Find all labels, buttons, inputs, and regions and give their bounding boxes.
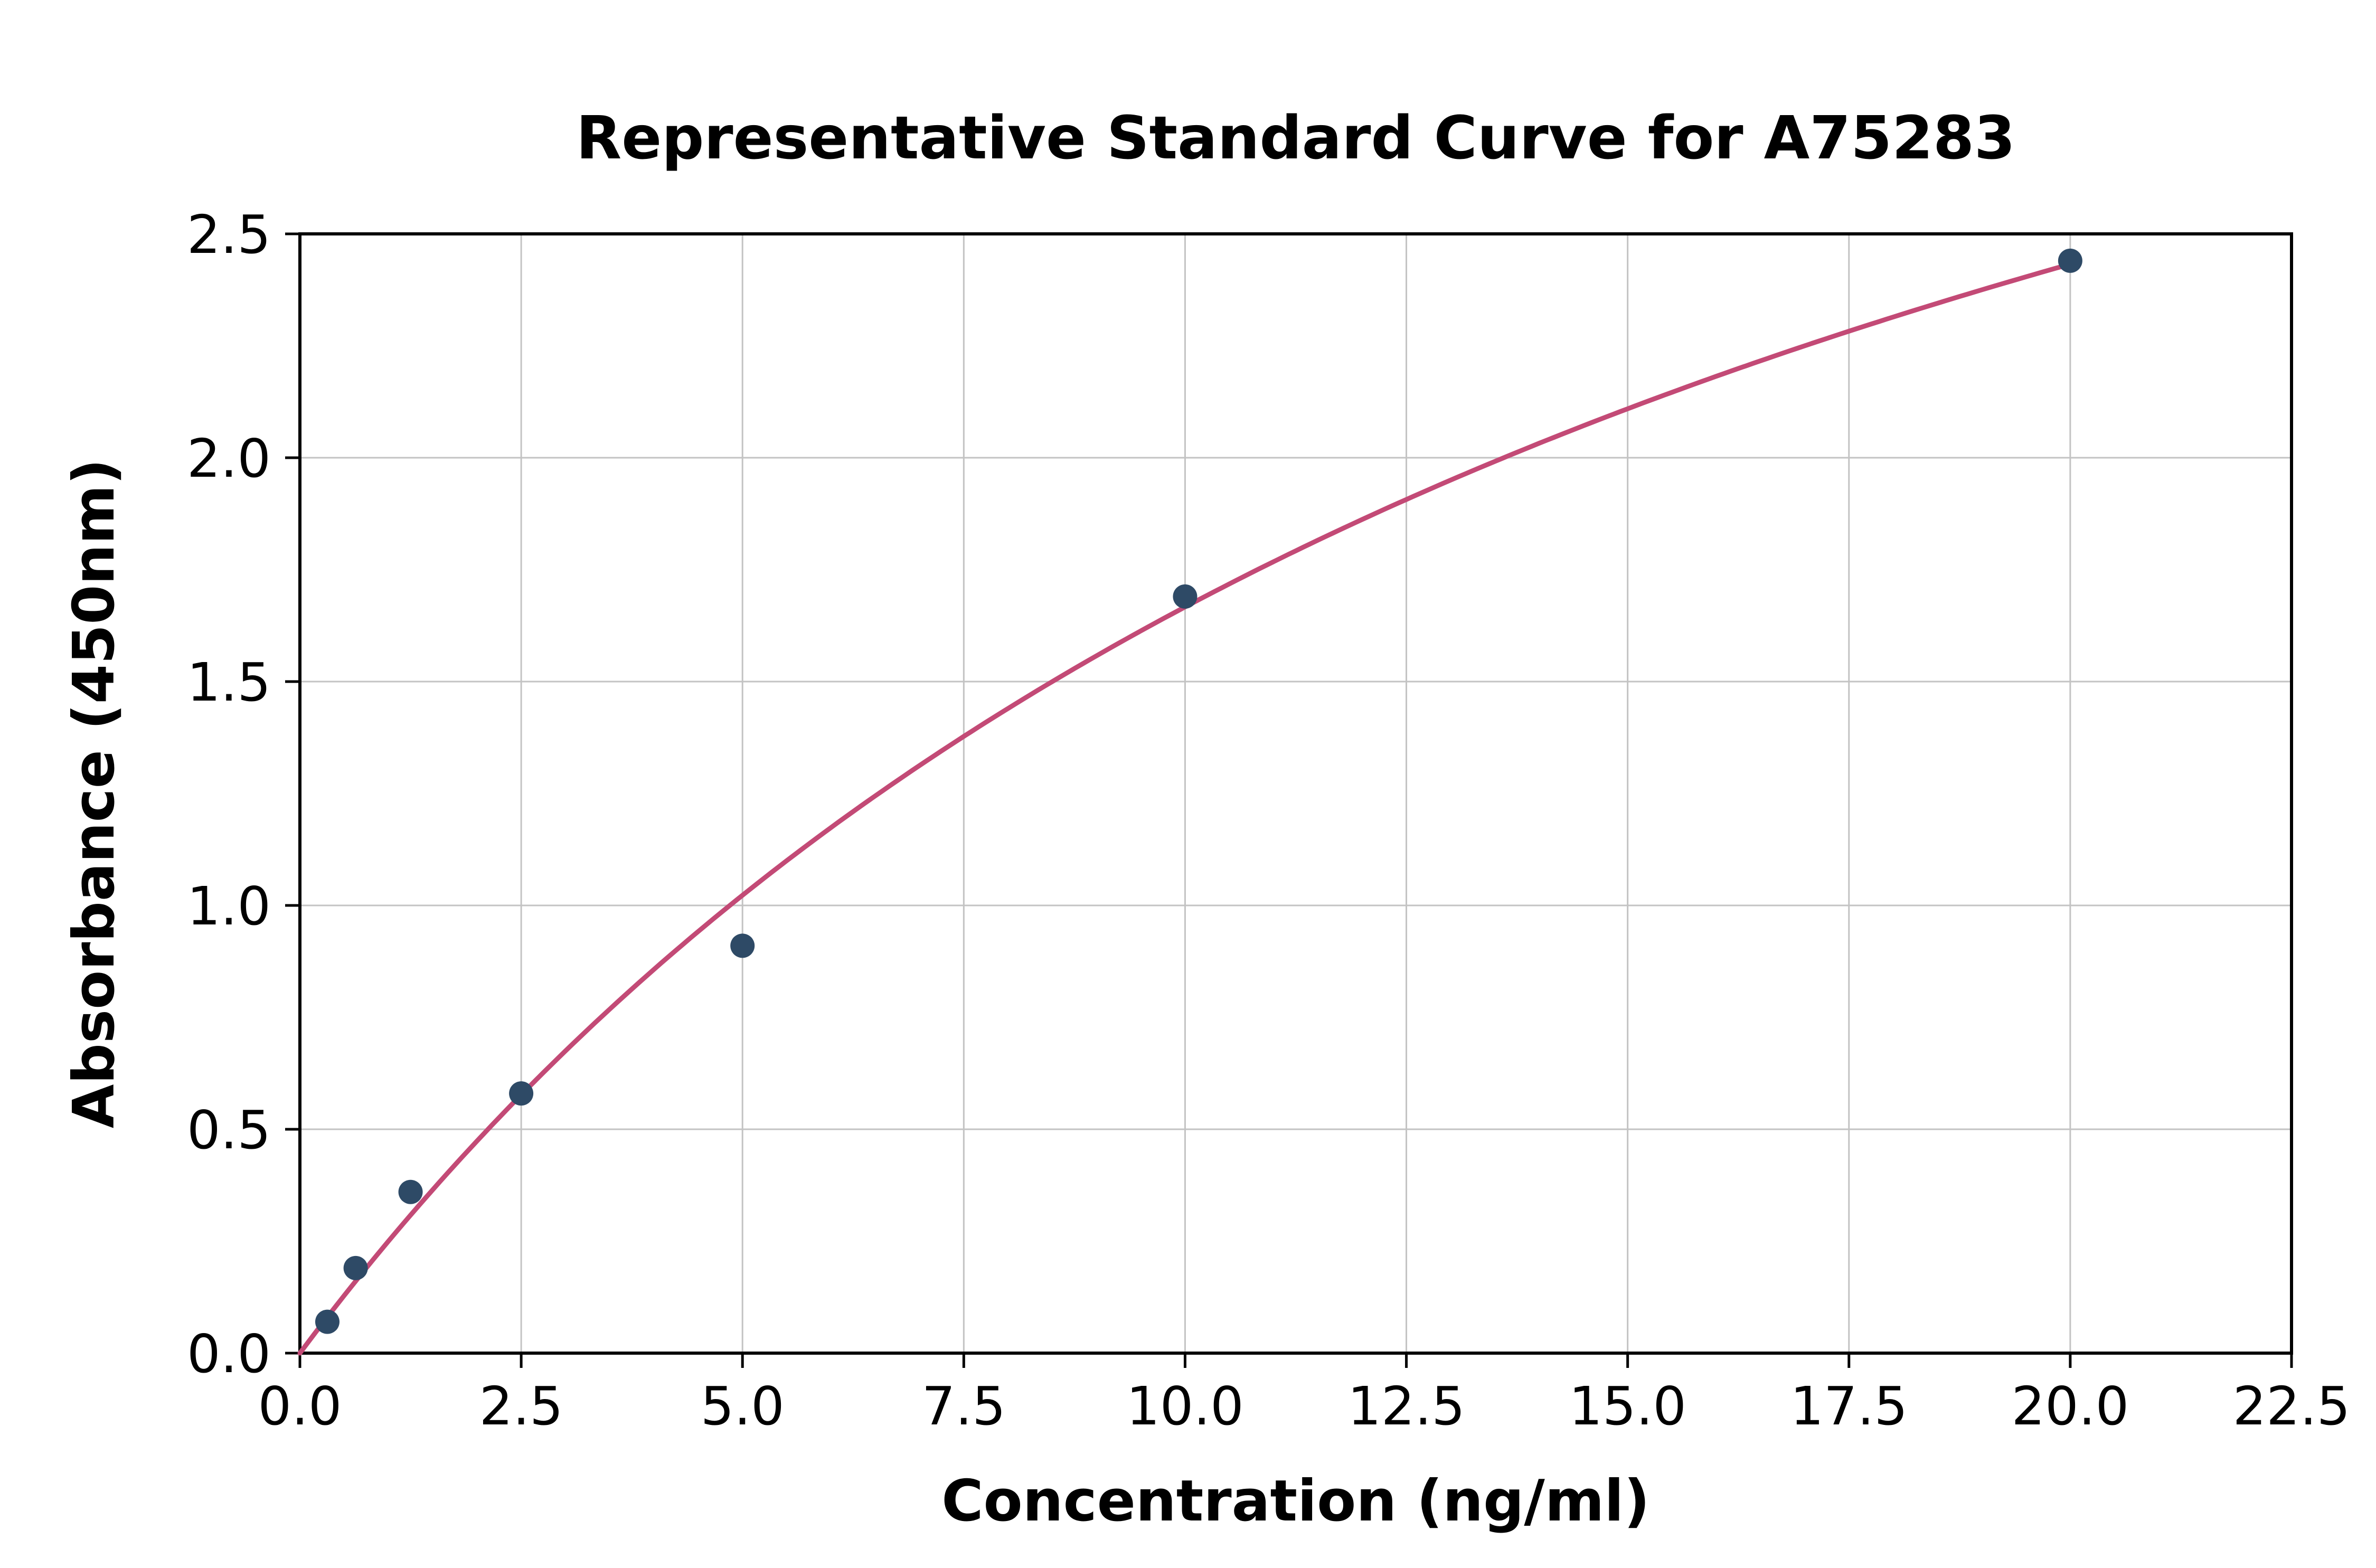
x-tick-label: 20.0 [2012,1375,2129,1437]
data-point [2058,248,2082,273]
x-axis-label: Concentration (ng/ml) [941,1468,1650,1534]
x-tick-label: 17.5 [1790,1375,1908,1437]
y-axis-label: Absorbance (450nm) [61,459,127,1128]
y-tick-label: 1.5 [187,651,271,713]
y-tick-label: 0.5 [187,1099,271,1161]
x-tick-label: 22.5 [2233,1375,2351,1437]
x-tick-label: 15.0 [1569,1375,1686,1437]
x-tick-label: 12.5 [1347,1375,1465,1437]
y-tick-label: 2.5 [187,204,271,266]
data-point [343,1255,368,1280]
y-tick-label: 0.0 [187,1323,271,1385]
data-point [730,933,755,958]
chart-title: Representative Standard Curve for A75283 [576,104,2015,173]
data-point [398,1179,423,1204]
x-tick-label: 10.0 [1126,1375,1244,1437]
data-point [1173,584,1198,609]
plot-border [298,232,2293,1355]
data-point [509,1081,534,1106]
y-tick-label: 1.0 [187,875,271,937]
gridlines [300,234,2292,1353]
y-tick-label: 2.0 [187,428,271,489]
data-points [315,248,2082,1334]
x-tick-label: 2.5 [479,1375,563,1437]
x-tick-label: 0.0 [258,1375,342,1437]
axis-ticks: 0.0 2.5 5.0 7.5 10.0 12.5 15.0 17.5 20.0 22.5 0.0 0… [187,204,2350,1437]
x-tick-label: 7.5 [922,1375,1006,1437]
data-point [315,1309,340,1334]
x-tick-label: 5.0 [701,1375,785,1437]
